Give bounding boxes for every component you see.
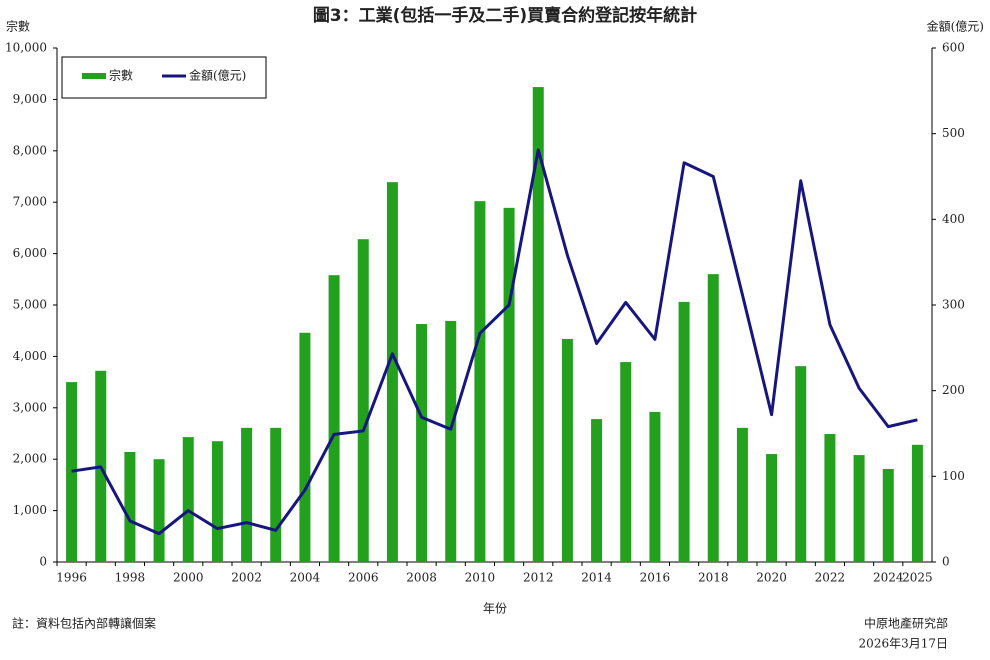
- bar: [824, 434, 836, 562]
- bar: [270, 427, 282, 562]
- bar: [707, 274, 719, 562]
- x-tick-label: 2014: [581, 571, 612, 585]
- x-tick-label: 2024: [873, 571, 904, 585]
- y-axis-label: 宗數: [6, 19, 30, 34]
- line: [71, 148, 918, 536]
- y-tick-label: 7,000: [13, 195, 47, 209]
- bar: [386, 182, 398, 563]
- bar: [241, 427, 253, 562]
- y-tick-label: 400: [942, 212, 965, 226]
- x-tick-label: 2004: [290, 571, 321, 585]
- legend-label: 金額(億元): [189, 68, 246, 83]
- bar: [911, 444, 923, 562]
- bar: [620, 362, 632, 562]
- x-tick-label: 1996: [56, 571, 87, 585]
- bar: [766, 454, 778, 562]
- bar: [124, 452, 136, 562]
- bar: [357, 239, 369, 562]
- bar: [561, 338, 573, 562]
- date: 2026年3月17日: [859, 637, 948, 651]
- legend-swatch: [82, 73, 106, 79]
- x-tick-label: 2008: [406, 571, 437, 585]
- x-axis-label: 年份: [483, 602, 507, 616]
- x-tick-label: 2025: [902, 571, 933, 585]
- bar: [532, 87, 544, 563]
- y-tick-label: 5,000: [13, 298, 47, 312]
- x-tick-label: 2016: [640, 571, 671, 585]
- y-tick-label: 8,000: [13, 143, 47, 157]
- bar: [66, 382, 78, 562]
- x-tick-label: 2010: [465, 571, 496, 585]
- x-tick-label: 2000: [173, 571, 204, 585]
- x-tick-label: 2022: [815, 571, 846, 585]
- y-tick-label: 4,000: [13, 349, 47, 363]
- y-tick-label: 300: [942, 298, 965, 312]
- note: 註：資料包括內部轉讓個案: [12, 616, 156, 631]
- legend-label: 宗數: [109, 68, 133, 83]
- x-tick-label: 2012: [523, 571, 554, 585]
- y-tick-label: 100: [942, 469, 965, 483]
- bar: [882, 468, 894, 562]
- bar: [649, 411, 661, 562]
- bar: [153, 459, 165, 562]
- bar: [678, 301, 690, 562]
- y-tick-label: 200: [942, 383, 965, 397]
- bar: [445, 320, 457, 562]
- y-tick-label: 500: [942, 126, 965, 140]
- x-tick-label: 1998: [115, 571, 146, 585]
- bar: [591, 419, 603, 562]
- y-tick-label: 6,000: [13, 246, 47, 260]
- source: 中原地產研究部: [864, 616, 948, 631]
- legend: 宗數 金額(億元): [61, 56, 267, 99]
- bar: [211, 441, 223, 562]
- y-tick-label: 9,000: [13, 92, 47, 106]
- x-tick-label: 2018: [698, 571, 729, 585]
- bar: [299, 332, 311, 562]
- y-tick-label: 0: [39, 555, 47, 569]
- bar: [795, 366, 807, 562]
- bar: [328, 275, 340, 562]
- y-tick-label: 1,000: [13, 503, 47, 517]
- x-tick-label: 2002: [231, 571, 262, 585]
- chart-title: 圖3：工業(包括一手及二手)買賣合約登記按年統計: [313, 5, 697, 26]
- bar: [474, 201, 486, 562]
- bar: [416, 324, 428, 562]
- bar: [736, 427, 748, 562]
- y-tick-label: 2,000: [13, 452, 47, 466]
- bar: [182, 437, 194, 562]
- y2-axis-label: 金額(億元): [927, 19, 984, 34]
- x-tick-label: 2006: [348, 571, 379, 585]
- y-tick-label: 600: [942, 41, 965, 55]
- bar: [853, 455, 865, 562]
- x-tick-label: 2020: [756, 571, 787, 585]
- bar: [503, 207, 515, 562]
- y-tick-label: 10,000: [5, 41, 47, 55]
- y-tick-label: 3,000: [13, 400, 47, 414]
- y-tick-label: 0: [942, 555, 950, 569]
